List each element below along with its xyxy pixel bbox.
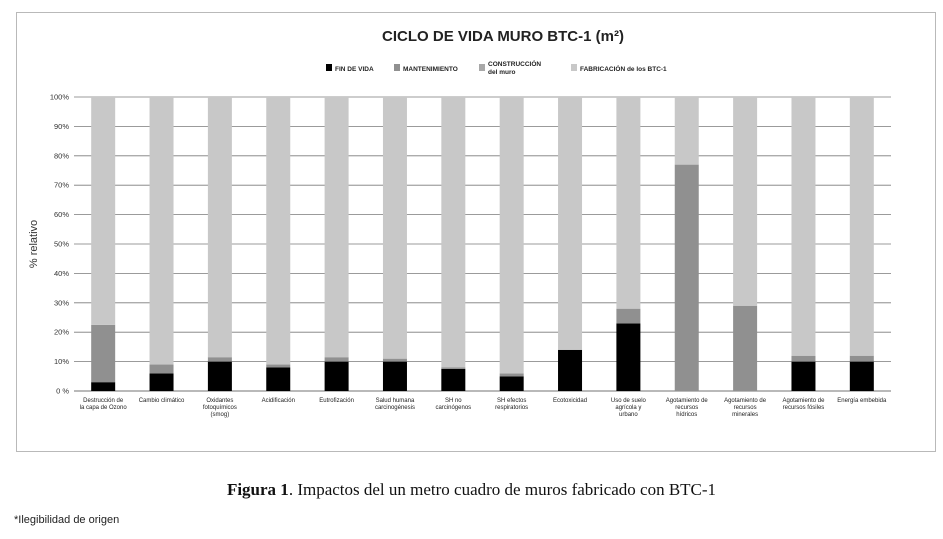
bar-segment	[791, 361, 816, 391]
y-tick-label: 90%	[54, 122, 69, 131]
bar-segment	[382, 97, 407, 359]
bar-segment	[207, 357, 232, 362]
footnote: *Ilegibilidad de origen	[14, 514, 120, 526]
y-tick-label: 100%	[50, 93, 70, 102]
bar-segment	[91, 324, 116, 383]
bar-segment	[382, 358, 407, 362]
y-tick-label: 40%	[54, 269, 69, 278]
bar-segment	[849, 97, 874, 356]
x-tick-label: Energía embebida	[837, 398, 887, 404]
legend-swatch	[479, 64, 485, 71]
x-tick-label: Ecotoxicidad	[553, 398, 587, 404]
bar-segment	[616, 308, 641, 324]
bar-segment	[791, 97, 816, 356]
bar-segment	[149, 97, 174, 365]
legend-label: del muro	[488, 69, 515, 76]
bar-segment	[382, 361, 407, 391]
bar-segment	[499, 373, 524, 377]
x-tick-label: Agotamiento de recursos minerales	[724, 398, 767, 418]
legend-label: FIN DE VIDA	[335, 66, 374, 73]
bar-segment	[324, 97, 349, 358]
y-tick-label: 80%	[54, 151, 69, 160]
bar-segment	[558, 97, 583, 350]
bar-segment	[207, 97, 232, 358]
legend-swatch	[394, 64, 400, 71]
bar-segment	[499, 376, 524, 391]
y-axis-label: % relativo	[28, 220, 40, 268]
x-tick-label: Oxidantes fotoquímicos (smog)	[203, 398, 237, 418]
bar-segment	[733, 305, 758, 391]
x-tick-label: SH no carcinógenos	[435, 398, 471, 411]
x-tick-label: Salud humana carcinogénesis	[375, 398, 415, 411]
bar-segment	[266, 367, 291, 391]
bar-segment	[441, 368, 466, 391]
caption-text: . Impactos del un metro cuadro de muros …	[288, 480, 717, 499]
y-tick-label: 0 %	[56, 387, 69, 396]
y-tick-label: 30%	[54, 298, 69, 307]
chart-frame: CICLO DE VIDA MURO BTC-1 (m²) FIN DE VIDA…	[16, 12, 936, 452]
y-tick-label: 70%	[54, 181, 69, 190]
x-tick-label: Agotamiento de recursos fósiles	[782, 398, 825, 411]
x-tick-label: Destrucción de la capa de Ozono	[80, 398, 128, 411]
y-tick-label: 50%	[54, 240, 69, 249]
x-tick-label: Acidificación	[262, 398, 295, 404]
bar-segment	[441, 97, 466, 368]
bar-segment	[266, 364, 291, 368]
bar-segment	[324, 361, 349, 391]
bar-segment	[674, 164, 699, 391]
stacked-bar-chart: CICLO DE VIDA MURO BTC-1 (m²) FIN DE VIDA…	[28, 28, 891, 418]
y-tick-label: 60%	[54, 210, 69, 219]
y-tick-label: 20%	[54, 328, 69, 337]
bar-segment	[149, 364, 174, 374]
bar-segment	[499, 97, 524, 374]
bar-segment	[849, 355, 874, 362]
x-tick-label: Cambio climático	[139, 398, 185, 404]
bar-segment	[849, 361, 874, 391]
bar-segment	[791, 355, 816, 362]
legend-label: FABRICACIÓN de los BTC-1	[580, 64, 667, 73]
chart-title: CICLO DE VIDA MURO BTC-1 (m²)	[382, 28, 624, 45]
bar-segment	[441, 367, 466, 369]
x-tick-label: Uso de suelo agrícola y urbano	[611, 398, 647, 418]
legend-label: CONSTRUCCIÓN	[488, 59, 541, 68]
figure-caption: Figura 1. Impactos del un metro cuadro d…	[0, 480, 943, 500]
legend-label: MANTENIMIENTO	[403, 66, 458, 73]
x-tick-label: Eutrofización	[319, 398, 354, 404]
bar-segment	[266, 97, 291, 365]
bar-segment	[324, 357, 349, 362]
bar-segment	[616, 323, 641, 391]
bar-segment	[674, 97, 699, 165]
bar-segment	[91, 382, 116, 391]
bar-segment	[91, 97, 116, 325]
bar-segment	[149, 373, 174, 391]
bar-segment	[207, 361, 232, 391]
legend-swatch	[326, 64, 332, 71]
bar-segment	[616, 97, 641, 309]
legend-swatch	[571, 64, 577, 71]
bar-segment	[558, 349, 583, 391]
bar-segment	[733, 97, 758, 306]
y-tick-label: 10%	[54, 357, 69, 366]
caption-label: Figura 1	[226, 480, 289, 499]
x-tick-label: SH efectos respiratorios	[495, 398, 528, 411]
x-tick-label: Agotamiento de recursos hídricos	[666, 398, 709, 418]
